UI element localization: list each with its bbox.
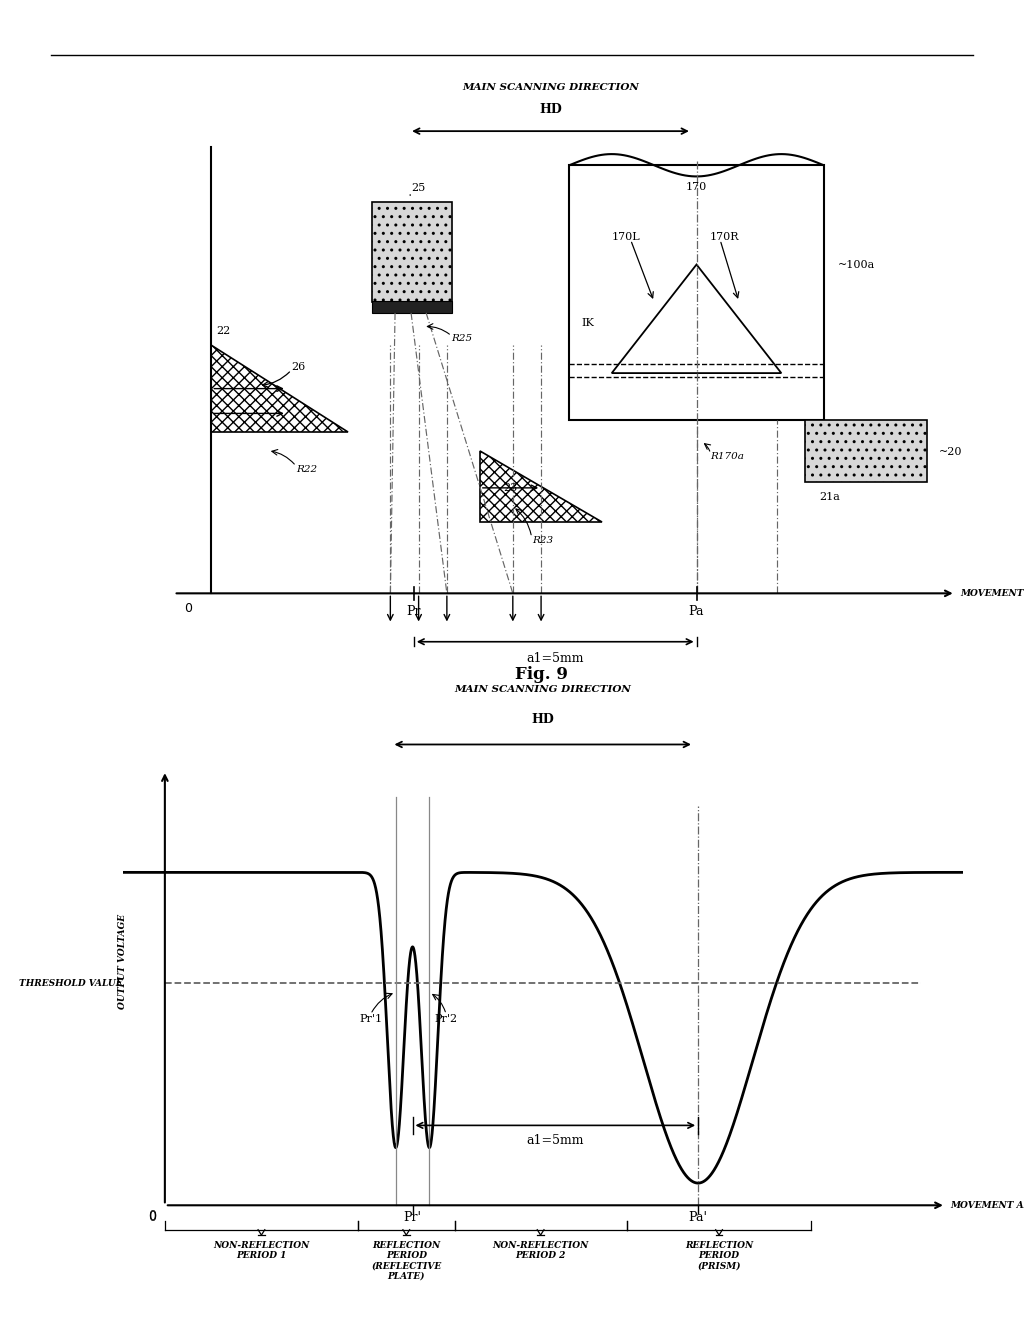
Text: OUTPUT VOLTAGE: OUTPUT VOLTAGE [119, 913, 127, 1008]
Text: 0: 0 [148, 1210, 157, 1222]
Text: 0: 0 [148, 1212, 157, 1224]
Text: 0: 0 [183, 602, 191, 615]
Text: Pr'1: Pr'1 [359, 1014, 382, 1024]
Text: ~20: ~20 [939, 447, 963, 457]
Text: Pr': Pr' [403, 1212, 422, 1224]
Text: 170R: 170R [710, 231, 739, 242]
Polygon shape [211, 346, 348, 432]
Text: REFLECTION
PERIOD
(PRISM): REFLECTION PERIOD (PRISM) [685, 1241, 754, 1271]
Text: Pa: Pa [689, 606, 705, 619]
Text: HD: HD [531, 713, 554, 726]
Text: R22: R22 [296, 465, 317, 474]
Text: R25: R25 [452, 334, 473, 343]
Polygon shape [480, 450, 602, 521]
Text: MOVEMENT AMOUNT: MOVEMENT AMOUNT [961, 589, 1024, 598]
Text: 23: 23 [504, 483, 518, 492]
Polygon shape [611, 264, 781, 374]
Text: REFLECTION
PERIOD
(REFLECTIVE
PLATE): REFLECTION PERIOD (REFLECTIVE PLATE) [371, 1241, 441, 1280]
Text: THRESHOLD VALUE: THRESHOLD VALUE [19, 979, 123, 987]
Text: a1=5mm: a1=5mm [526, 1134, 584, 1147]
Text: HD: HD [539, 103, 562, 116]
Bar [372, 301, 452, 313]
Text: a1=5mm: a1=5mm [526, 652, 584, 665]
Text: 25: 25 [411, 183, 425, 193]
Bar [805, 420, 928, 482]
Text: ~100a: ~100a [838, 260, 876, 269]
Text: MAIN SCANNING DIRECTION: MAIN SCANNING DIRECTION [462, 83, 639, 92]
Text: Fig. 9: Fig. 9 [515, 667, 567, 684]
Text: R170a: R170a [711, 453, 744, 462]
Text: 22: 22 [216, 326, 230, 335]
Text: 21a: 21a [819, 492, 840, 502]
Text: IK: IK [582, 318, 595, 329]
Text: 26: 26 [292, 362, 306, 372]
Text: 170L: 170L [611, 231, 640, 242]
Text: NON-REFLECTION
PERIOD 1: NON-REFLECTION PERIOD 1 [213, 1241, 309, 1261]
Bar [372, 202, 452, 302]
Text: R23: R23 [531, 536, 553, 545]
Text: NON-REFLECTION
PERIOD 2: NON-REFLECTION PERIOD 2 [493, 1241, 589, 1261]
Text: 170: 170 [686, 182, 708, 191]
Text: Pa': Pa' [688, 1212, 708, 1224]
Bar [569, 165, 823, 420]
Text: Pr'2: Pr'2 [434, 1014, 458, 1024]
Text: Pr: Pr [407, 606, 421, 619]
Text: MAIN SCANNING DIRECTION: MAIN SCANNING DIRECTION [455, 685, 631, 694]
Text: MOVEMENT AMOUNT: MOVEMENT AMOUNT [950, 1201, 1024, 1210]
